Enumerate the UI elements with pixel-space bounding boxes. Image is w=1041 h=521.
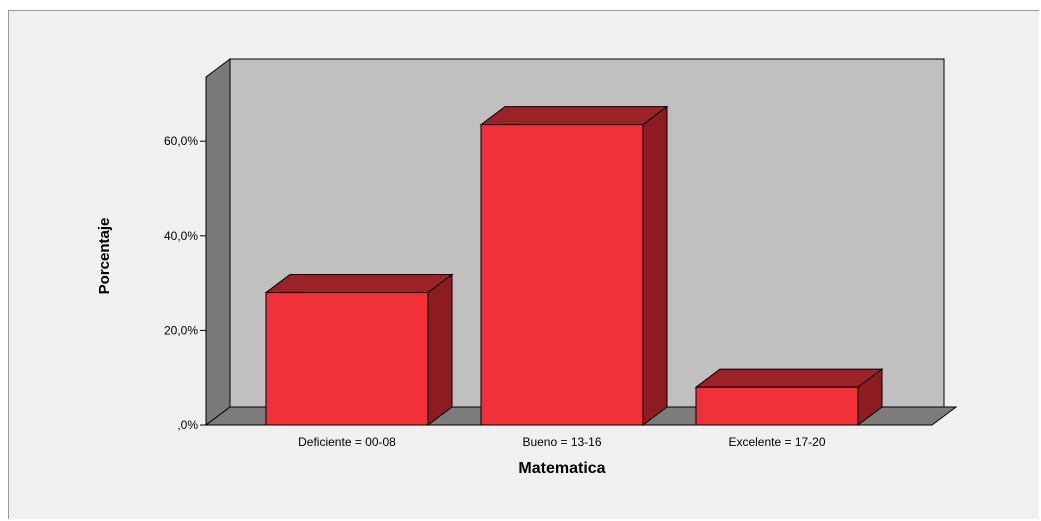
x-axis-title: Matematica (518, 460, 605, 477)
bar-top (264, 274, 454, 294)
bar-chart: ,0% 20,0% 40,0% 60,0% Deficiente = 00-08 Bue… (96, 58, 958, 477)
y-axis-title: Porcentaje (96, 218, 113, 295)
y-axis: ,0% 20,0% 40,0% 60,0% (164, 134, 206, 432)
bar-top (479, 106, 669, 126)
bar-front (480, 124, 644, 426)
y-tick-label: 20,0% (164, 323, 198, 337)
x-tick-label: Bueno = 13-16 (522, 435, 601, 449)
bar-top (694, 368, 884, 388)
y-tick-label: 40,0% (164, 229, 198, 243)
x-tick-label: Deficiente = 00-08 (298, 435, 396, 449)
bar-1 (264, 273, 454, 426)
bar-front (695, 386, 859, 426)
side-wall (205, 58, 231, 426)
y-tick-label: ,0% (177, 418, 198, 432)
y-tick-label: 60,0% (164, 134, 198, 148)
bar-side (642, 105, 668, 426)
bar-3 (694, 368, 884, 426)
x-tick-label: Excelente = 17-20 (728, 435, 825, 449)
bar-front (265, 292, 429, 426)
bar-side (427, 273, 453, 426)
x-axis: Deficiente = 00-08 Bueno = 13-16 Excelente… (298, 435, 826, 449)
chart-frame: ,0% 20,0% 40,0% 60,0% Deficiente = 00-08 Bue… (8, 10, 1039, 519)
bar-2 (479, 105, 669, 426)
bars-group (264, 105, 884, 426)
